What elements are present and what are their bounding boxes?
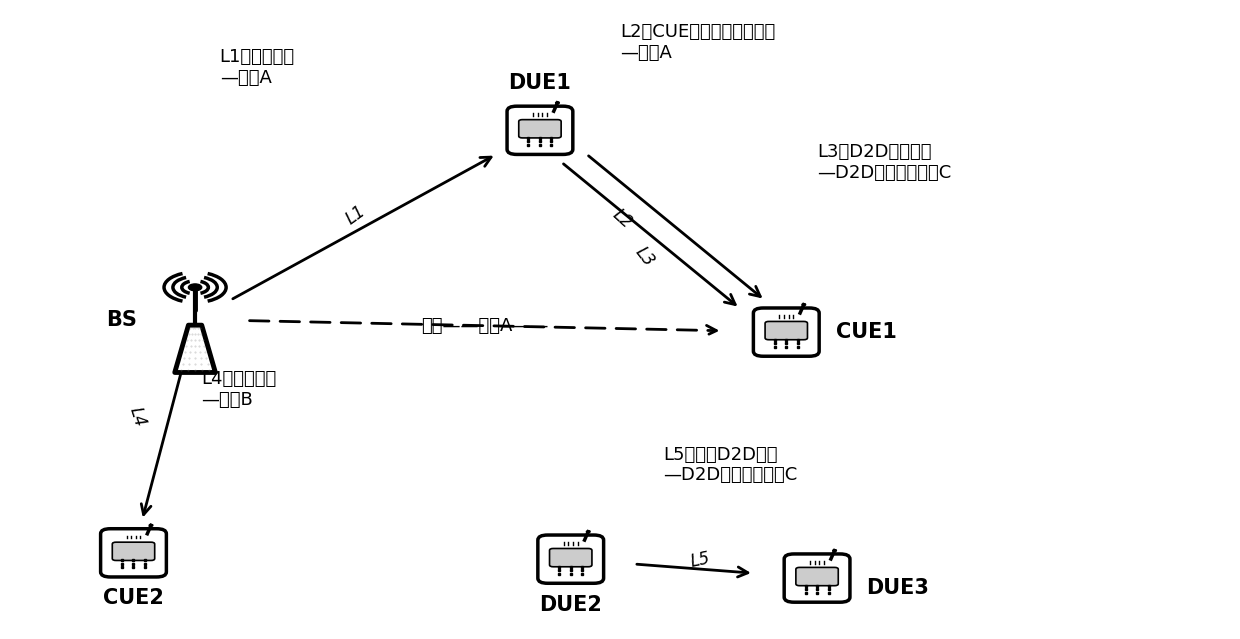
Circle shape — [587, 531, 590, 533]
Text: CUE2: CUE2 — [103, 589, 164, 608]
Text: L1：蜂窝链路
—信道A: L1：蜂窝链路 —信道A — [219, 49, 295, 87]
FancyBboxPatch shape — [538, 535, 604, 583]
Text: L5：普通D2D链路
—D2D通信专用信道C: L5：普通D2D链路 —D2D通信专用信道C — [663, 445, 797, 484]
Circle shape — [149, 525, 153, 527]
Text: DUE3: DUE3 — [866, 578, 929, 597]
FancyBboxPatch shape — [765, 321, 807, 340]
Text: L5: L5 — [688, 550, 712, 571]
FancyBboxPatch shape — [754, 308, 820, 356]
FancyBboxPatch shape — [100, 528, 166, 577]
Circle shape — [802, 304, 806, 305]
FancyBboxPatch shape — [796, 567, 838, 586]
Text: L4：蜂窝链路
—信道B: L4：蜂窝链路 —信道B — [201, 370, 277, 409]
Text: L3：D2D转发链路
—D2D通信专用信道C: L3：D2D转发链路 —D2D通信专用信道C — [817, 143, 951, 181]
Text: CUE1: CUE1 — [836, 322, 897, 342]
Text: BS: BS — [105, 309, 136, 330]
Text: L1: L1 — [342, 203, 368, 229]
Text: L2: L2 — [609, 205, 636, 232]
Text: DUE1: DUE1 — [508, 73, 572, 93]
Circle shape — [833, 550, 837, 551]
FancyBboxPatch shape — [784, 554, 849, 602]
Circle shape — [556, 102, 559, 104]
Text: L3: L3 — [631, 243, 658, 270]
Polygon shape — [175, 325, 216, 373]
Text: DUE2: DUE2 — [539, 594, 603, 615]
Text: 闭塞——信道A——: 闭塞——信道A—— — [420, 317, 548, 335]
Text: L2：CUE发送已知信号链路
—信道A: L2：CUE发送已知信号链路 —信道A — [620, 23, 775, 62]
FancyBboxPatch shape — [507, 106, 573, 155]
Text: L4: L4 — [125, 405, 149, 429]
FancyBboxPatch shape — [518, 119, 562, 138]
FancyBboxPatch shape — [113, 542, 155, 560]
FancyBboxPatch shape — [549, 548, 591, 567]
Circle shape — [188, 284, 202, 291]
